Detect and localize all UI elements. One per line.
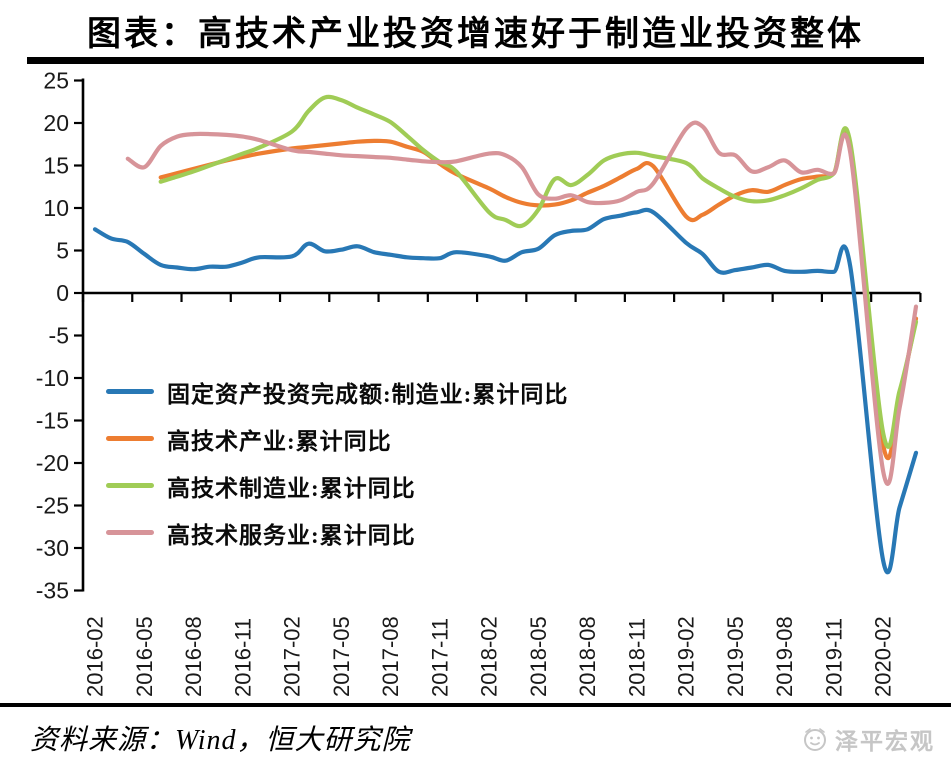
y-tick-label: -30 (36, 535, 69, 561)
y-tick-label: 15 (43, 153, 69, 179)
y-tick-label: -5 (49, 323, 69, 349)
legend-swatch-hightech-manufacturing (106, 483, 154, 488)
legend-label-hightech-manufacturing: 高技术制造业:累计同比 (167, 475, 416, 501)
x-tick-label: 2019-08 (772, 616, 797, 697)
y-tick-label: 10 (43, 195, 69, 221)
y-tick-label: 0 (56, 280, 69, 306)
watermark: 泽平宏观 (801, 722, 935, 756)
x-tick-label: 2017-05 (329, 616, 354, 697)
y-tick-label: -25 (36, 493, 69, 519)
y-tick-label: 20 (43, 110, 69, 136)
x-tick-label: 2017-02 (280, 616, 305, 697)
footer-divider (0, 703, 951, 707)
face-logo-icon (804, 728, 826, 751)
y-tick-label: 25 (43, 68, 69, 94)
series-line-0 (92, 207, 919, 575)
legend-label-hightech-services: 高技术服务业:累计同比 (167, 522, 416, 548)
series-lines (92, 94, 919, 575)
series-line-3 (125, 120, 919, 486)
series-line-2 (158, 94, 919, 449)
y-tick-label: -10 (36, 365, 69, 391)
legend-item-manufacturing: 固定资产投资完成额:制造业:累计同比 (106, 368, 568, 415)
x-tick-label: 2019-02 (674, 616, 699, 697)
x-tick-label: 2017-11 (427, 618, 452, 697)
series-line-1 (158, 128, 919, 461)
legend-swatch-hightech-industry (106, 436, 154, 441)
y-tick-label: -20 (36, 450, 69, 476)
x-tick-label: 2018-11 (624, 618, 649, 697)
x-tick-label: 2018-02 (477, 616, 502, 697)
y-tick-label: -15 (36, 408, 69, 434)
x-tick-label: 2016-02 (83, 616, 108, 697)
y-tick-label: 5 (56, 238, 69, 264)
chart-legend: 固定资产投资完成额:制造业:累计同比 高技术产业:累计同比 高技术制造业:累计同… (106, 368, 568, 556)
source-note: 资料来源：Wind，恒大研究院 (30, 725, 411, 756)
x-tick-label: 2017-08 (378, 616, 403, 697)
y-tick-label: -35 (36, 578, 69, 604)
legend-label-manufacturing: 固定资产投资完成额:制造业:累计同比 (167, 381, 569, 407)
x-tick-label: 2019-05 (723, 616, 748, 697)
x-axis: 2016-02 2016-05 2016-08 2016-11 2017-02 2017-… (81, 291, 922, 697)
x-tick-label: 2020-02 (871, 616, 896, 697)
x-tick-label: 2019-11 (821, 618, 846, 697)
x-tick-label: 2016-05 (132, 616, 157, 697)
title-divider (27, 57, 924, 64)
legend-swatch-hightech-services (106, 530, 154, 535)
x-tick-label: 2018-05 (526, 616, 551, 697)
y-axis: -35 -30 -25 -20 -15 -10 -5 0 5 10 15 20 25 (36, 68, 85, 604)
legend-swatch-manufacturing (106, 389, 154, 394)
legend-item-hightech-manufacturing: 高技术制造业:累计同比 (106, 462, 568, 509)
x-tick-label: 2016-11 (230, 618, 255, 697)
legend-label-hightech-industry: 高技术产业:累计同比 (167, 428, 392, 454)
page-title: 图表：高技术产业投资增速好于制造业投资整体 (87, 16, 864, 53)
legend-item-hightech-industry: 高技术产业:累计同比 (106, 415, 568, 462)
legend-item-hightech-services: 高技术服务业:累计同比 (106, 509, 568, 556)
x-tick-label: 2018-08 (575, 616, 600, 697)
x-tick-label: 2016-08 (181, 616, 206, 697)
watermark-text: 泽平宏观 (835, 729, 935, 754)
